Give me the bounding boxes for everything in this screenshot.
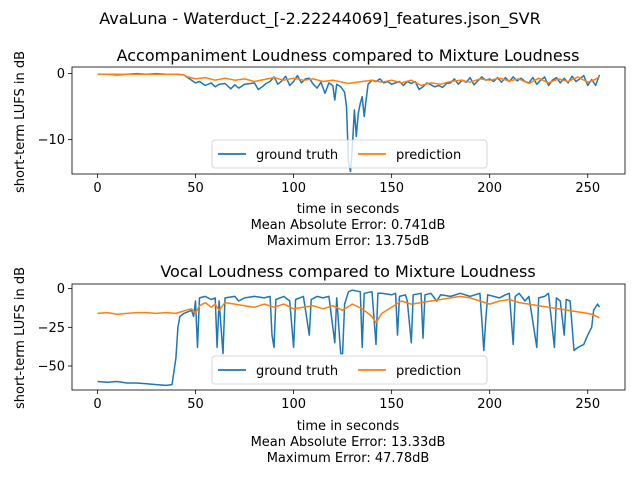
subplot-vocal-frame [71,283,626,391]
series-line-ground-truth [97,289,601,387]
figure-suptitle: AvaLuna - Waterduct_[-2.22244069]_featur… [99,9,540,29]
x-tick-label: 0 [93,181,101,196]
x-tick-label: 200 [477,397,502,412]
y-tick-label: −50 [38,360,65,375]
x-tick-label: 50 [187,181,204,196]
series-line-prediction [97,295,600,324]
y-tick-label: 0 [57,282,65,297]
x-tick-label: 250 [575,181,600,196]
legend-label-prediction: prediction [396,364,461,379]
subplot-accompaniment-stat-max: Maximum Error: 13.75dB [267,234,430,249]
x-tick-label: 250 [575,397,600,412]
subplot-accompaniment-legend: ground truth prediction [211,139,488,169]
subplot-accompaniment-frame [71,66,626,175]
subplot-vocal-title: Vocal Loudness compared to Mixture Loudn… [160,262,535,281]
y-tick-label: 0 [57,67,65,82]
x-tick-label: 0 [93,397,101,412]
subplot-vocal-ylabel: short-term LUFS in dB [13,267,28,409]
x-tick-label: 100 [281,397,306,412]
subplot-vocal: Vocal Loudness compared to Mixture Loudn… [13,262,626,466]
x-tick-label: 50 [187,397,204,412]
subplot-vocal-stat-mae: Mean Absolute Error: 13.33dB [251,435,446,450]
subplot-vocal-legend: ground truth prediction [211,355,488,385]
subplot-vocal-stat-max: Maximum Error: 47.78dB [267,451,430,466]
series-line-prediction [97,73,600,87]
subplot-accompaniment-stat-mae: Mean Absolute Error: 0.741dB [251,218,446,233]
subplot-accompaniment: Accompaniment Loudness compared to Mixtu… [13,46,626,249]
y-tick-label: −25 [38,321,65,336]
y-tick-label: −10 [38,133,65,148]
legend-label-prediction: prediction [396,148,461,163]
x-tick-label: 100 [281,181,306,196]
subplot-accompaniment-title: Accompaniment Loudness compared to Mixtu… [117,46,580,65]
legend-label-ground-truth: ground truth [256,148,338,163]
subplot-accompaniment-xlabel: time in seconds [297,202,400,217]
x-tick-label: 150 [379,397,404,412]
legend-label-ground-truth: ground truth [256,364,338,379]
x-tick-label: 150 [379,181,404,196]
series-line-ground-truth [97,72,601,173]
subplot-accompaniment-ylabel: short-term LUFS in dB [13,51,28,193]
subplot-vocal-xlabel: time in seconds [297,419,400,434]
x-tick-label: 200 [477,181,502,196]
